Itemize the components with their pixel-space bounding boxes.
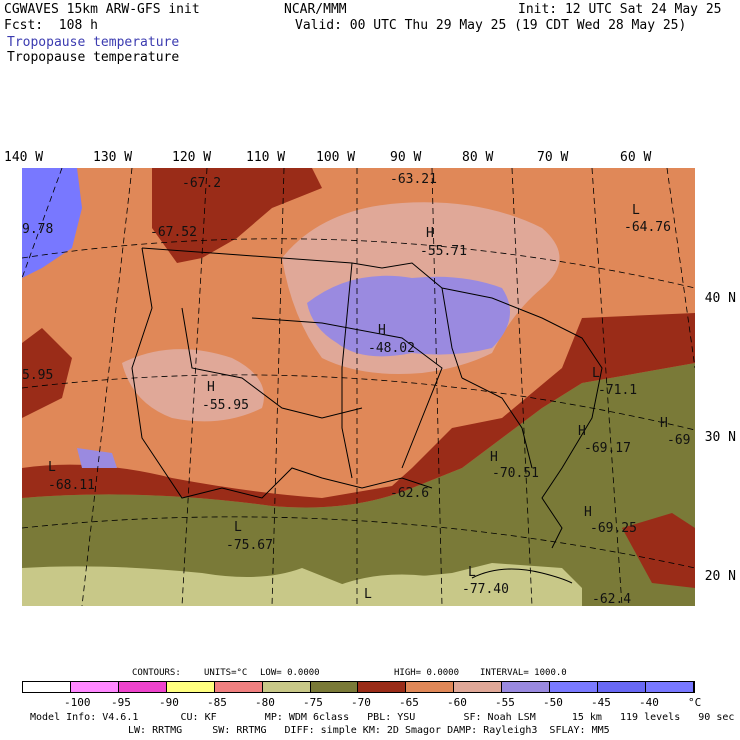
scale-tick: -75 (303, 696, 323, 709)
lon-label-90w: 90 W (390, 150, 422, 165)
map-label: -64.76 (624, 220, 671, 235)
forecast-hour: Fcst: 108 h (4, 18, 98, 33)
color-swatch (550, 682, 599, 692)
map-label: -75.67 (226, 538, 273, 553)
color-swatch (645, 682, 694, 692)
map-label: -62.6 (390, 486, 430, 501)
scale-tick: -70 (351, 696, 371, 709)
lat-label-40n: 40 N (704, 291, 736, 306)
map-label: H (660, 416, 668, 431)
lon-label-80w: 80 W (462, 150, 494, 165)
model-title: CGWAVES 15km ARW-GFS init (4, 2, 200, 17)
map-label: -55.71 (420, 244, 467, 259)
color-swatch (454, 682, 503, 692)
map-label: -67.2 (182, 176, 222, 191)
interval-label: INTERVAL= 1000.0 (480, 668, 567, 678)
lat-label-30n: 30 N (704, 430, 736, 445)
color-swatch (118, 682, 167, 692)
color-swatch (23, 682, 71, 692)
map-label: 5.95 (22, 368, 54, 383)
init-time: Init: 12 UTC Sat 24 May 25 (518, 2, 722, 17)
map-label: -71.1 (598, 383, 638, 398)
color-swatch (310, 682, 359, 692)
scale-unit: °C (688, 696, 702, 709)
color-swatch (406, 682, 455, 692)
map-label: -67.52 (150, 225, 197, 240)
scale-tick: -95 (111, 696, 131, 709)
color-scale-bar (22, 681, 695, 693)
color-swatch (502, 682, 551, 692)
units-label: UNITS=°C (204, 668, 248, 678)
map-label: L (364, 587, 372, 602)
map-label: -62.4 (592, 592, 632, 607)
map-label: L (48, 460, 56, 475)
color-swatch (214, 682, 263, 692)
contours-label: CONTOURS: (132, 668, 181, 678)
scale-tick: -50 (543, 696, 563, 709)
map-label: -48.02 (368, 341, 415, 356)
color-swatch (166, 682, 215, 692)
field-title-secondary: Tropopause temperature (7, 50, 180, 65)
lon-label-60w: 60 W (620, 150, 652, 165)
scale-tick: -65 (399, 696, 419, 709)
map-label: H (584, 505, 592, 520)
map-label: L (468, 565, 476, 580)
valid-time: Valid: 00 UTC Thu 29 May 25 (19 CDT Wed … (295, 18, 687, 33)
map-label: -77.40 (462, 582, 509, 597)
map-label: -70.51 (492, 466, 539, 481)
map-label: H (207, 380, 215, 395)
lon-label-110w: 110 W (246, 150, 286, 165)
map-label: 9.78 (22, 222, 54, 237)
map-label: L (632, 203, 640, 218)
color-swatch (262, 682, 311, 692)
map-label: H (490, 450, 498, 465)
color-swatch (358, 682, 407, 692)
model-info-line-2: LW: RRTMG SW: RRTMG DIFF: simple KM: 2D … (128, 725, 610, 736)
scale-tick: -85 (207, 696, 227, 709)
lat-label-20n: 20 N (704, 569, 736, 584)
lon-label-100w: 100 W (316, 150, 356, 165)
lon-label-140w: 140 W (4, 150, 44, 165)
map-label: L (592, 366, 600, 381)
map-label: L (234, 520, 242, 535)
map-label: H (426, 226, 434, 241)
map-label: -69 (667, 433, 691, 448)
model-info-line-1: Model Info: V4.6.1 CU: KF MP: WDM 6class… (30, 712, 735, 723)
low-label: LOW= 0.0000 (260, 668, 320, 678)
map-label: -69.25 (590, 521, 637, 536)
lon-label-70w: 70 W (537, 150, 569, 165)
map-label: -68.11 (48, 478, 95, 493)
field-title-primary: Tropopause temperature (7, 35, 180, 50)
color-swatch (598, 682, 646, 692)
scale-tick: -80 (255, 696, 275, 709)
high-label: HIGH= 0.0000 (394, 668, 460, 678)
map-label: -55.95 (202, 398, 249, 413)
map-canvas (21, 167, 696, 607)
scale-tick: -100 (64, 696, 91, 709)
lon-label-130w: 130 W (93, 150, 133, 165)
map-label: H (578, 424, 586, 439)
scale-tick: -45 (591, 696, 611, 709)
org-label: NCAR/MMM (284, 2, 347, 17)
map-label: H (378, 323, 386, 338)
tropopause-temperature-map: -67.2 -63.21 L -64.76 -67.52 H -55.71 9.… (21, 167, 696, 607)
scale-tick: -90 (159, 696, 179, 709)
scale-tick: -55 (495, 696, 515, 709)
scale-tick: -60 (447, 696, 467, 709)
lon-label-120w: 120 W (172, 150, 212, 165)
map-label: -69.17 (584, 441, 631, 456)
scale-tick: -40 (639, 696, 659, 709)
color-swatch (70, 682, 119, 692)
map-label: -63.21 (390, 172, 437, 187)
